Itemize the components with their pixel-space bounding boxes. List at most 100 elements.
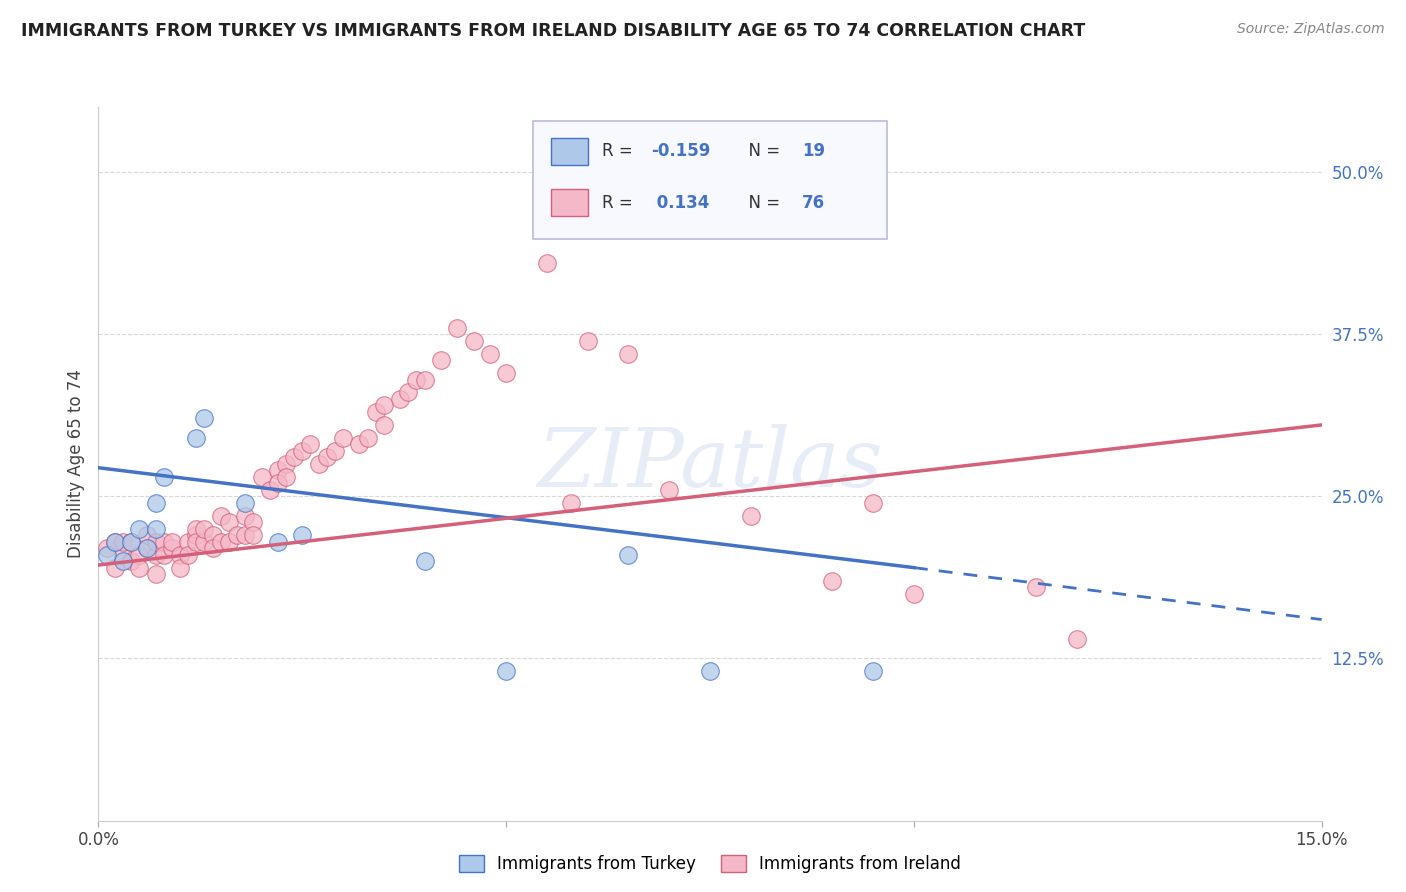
Point: [250, 470, 273, 484]
Point: [576, 334, 599, 348]
Point: [356, 431, 378, 445]
Point: [120, 554, 142, 568]
Text: R =: R =: [602, 194, 638, 211]
Point: [120, 534, 142, 549]
Point: [560, 496, 582, 510]
FancyBboxPatch shape: [533, 121, 887, 239]
Text: ZIPatlas: ZIPatlas: [537, 424, 883, 504]
Text: N =: N =: [738, 194, 786, 211]
Point: [267, 463, 290, 477]
Point: [617, 548, 640, 562]
Point: [242, 528, 264, 542]
Point: [152, 470, 174, 484]
Point: [160, 534, 183, 549]
Point: [267, 476, 290, 491]
FancyBboxPatch shape: [551, 137, 588, 165]
Point: [201, 541, 224, 556]
Point: [193, 522, 215, 536]
Point: [152, 548, 174, 562]
Point: [291, 443, 314, 458]
Point: [405, 372, 427, 386]
Point: [177, 548, 200, 562]
Point: [233, 528, 256, 542]
Point: [413, 554, 436, 568]
Point: [104, 534, 127, 549]
Point: [617, 346, 640, 360]
Point: [315, 450, 337, 465]
Text: 19: 19: [801, 143, 825, 161]
Point: [145, 522, 167, 536]
Point: [186, 534, 208, 549]
Point: [111, 554, 134, 568]
Point: [233, 508, 256, 523]
Point: [821, 574, 844, 588]
Point: [111, 534, 134, 549]
Point: [128, 560, 150, 574]
Point: [267, 534, 290, 549]
Point: [495, 366, 517, 380]
Point: [373, 399, 395, 413]
Point: [323, 443, 346, 458]
Point: [463, 334, 485, 348]
Text: 76: 76: [801, 194, 825, 211]
Point: [186, 431, 208, 445]
Point: [96, 541, 118, 556]
Point: [1025, 580, 1047, 594]
Point: [136, 528, 159, 542]
Point: [308, 457, 330, 471]
Point: [478, 346, 501, 360]
Text: 0.134: 0.134: [651, 194, 710, 211]
Point: [283, 450, 305, 465]
Point: [186, 528, 208, 542]
Point: [145, 496, 167, 510]
Point: [218, 534, 240, 549]
Point: [209, 508, 232, 523]
Point: [446, 320, 468, 334]
FancyBboxPatch shape: [551, 189, 588, 216]
Point: [862, 496, 884, 510]
Point: [332, 431, 354, 445]
Point: [120, 534, 142, 549]
Point: [389, 392, 412, 406]
Text: N =: N =: [738, 143, 786, 161]
Point: [364, 405, 387, 419]
Point: [495, 665, 517, 679]
Point: [104, 560, 127, 574]
Point: [218, 515, 240, 529]
Point: [193, 534, 215, 549]
Point: [201, 528, 224, 542]
Point: [193, 411, 215, 425]
Point: [862, 665, 884, 679]
Text: R =: R =: [602, 143, 638, 161]
Point: [413, 372, 436, 386]
Text: -0.159: -0.159: [651, 143, 710, 161]
Point: [349, 437, 371, 451]
Point: [104, 534, 127, 549]
Point: [226, 528, 249, 542]
Point: [128, 548, 150, 562]
Legend: Immigrants from Turkey, Immigrants from Ireland: Immigrants from Turkey, Immigrants from …: [453, 848, 967, 880]
Point: [242, 515, 264, 529]
Point: [903, 586, 925, 600]
Point: [169, 560, 191, 574]
Point: [274, 457, 297, 471]
Point: [96, 548, 118, 562]
Point: [152, 534, 174, 549]
Point: [396, 385, 419, 400]
Point: [160, 541, 183, 556]
Point: [299, 437, 322, 451]
Y-axis label: Disability Age 65 to 74: Disability Age 65 to 74: [66, 369, 84, 558]
Point: [169, 548, 191, 562]
Point: [274, 470, 297, 484]
Point: [699, 665, 721, 679]
Point: [111, 548, 134, 562]
Point: [291, 528, 314, 542]
Point: [1066, 632, 1088, 646]
Point: [430, 353, 453, 368]
Point: [536, 256, 558, 270]
Point: [740, 508, 762, 523]
Point: [145, 534, 167, 549]
Text: IMMIGRANTS FROM TURKEY VS IMMIGRANTS FROM IRELAND DISABILITY AGE 65 TO 74 CORREL: IMMIGRANTS FROM TURKEY VS IMMIGRANTS FRO…: [21, 22, 1085, 40]
Point: [136, 541, 159, 556]
Point: [259, 483, 281, 497]
